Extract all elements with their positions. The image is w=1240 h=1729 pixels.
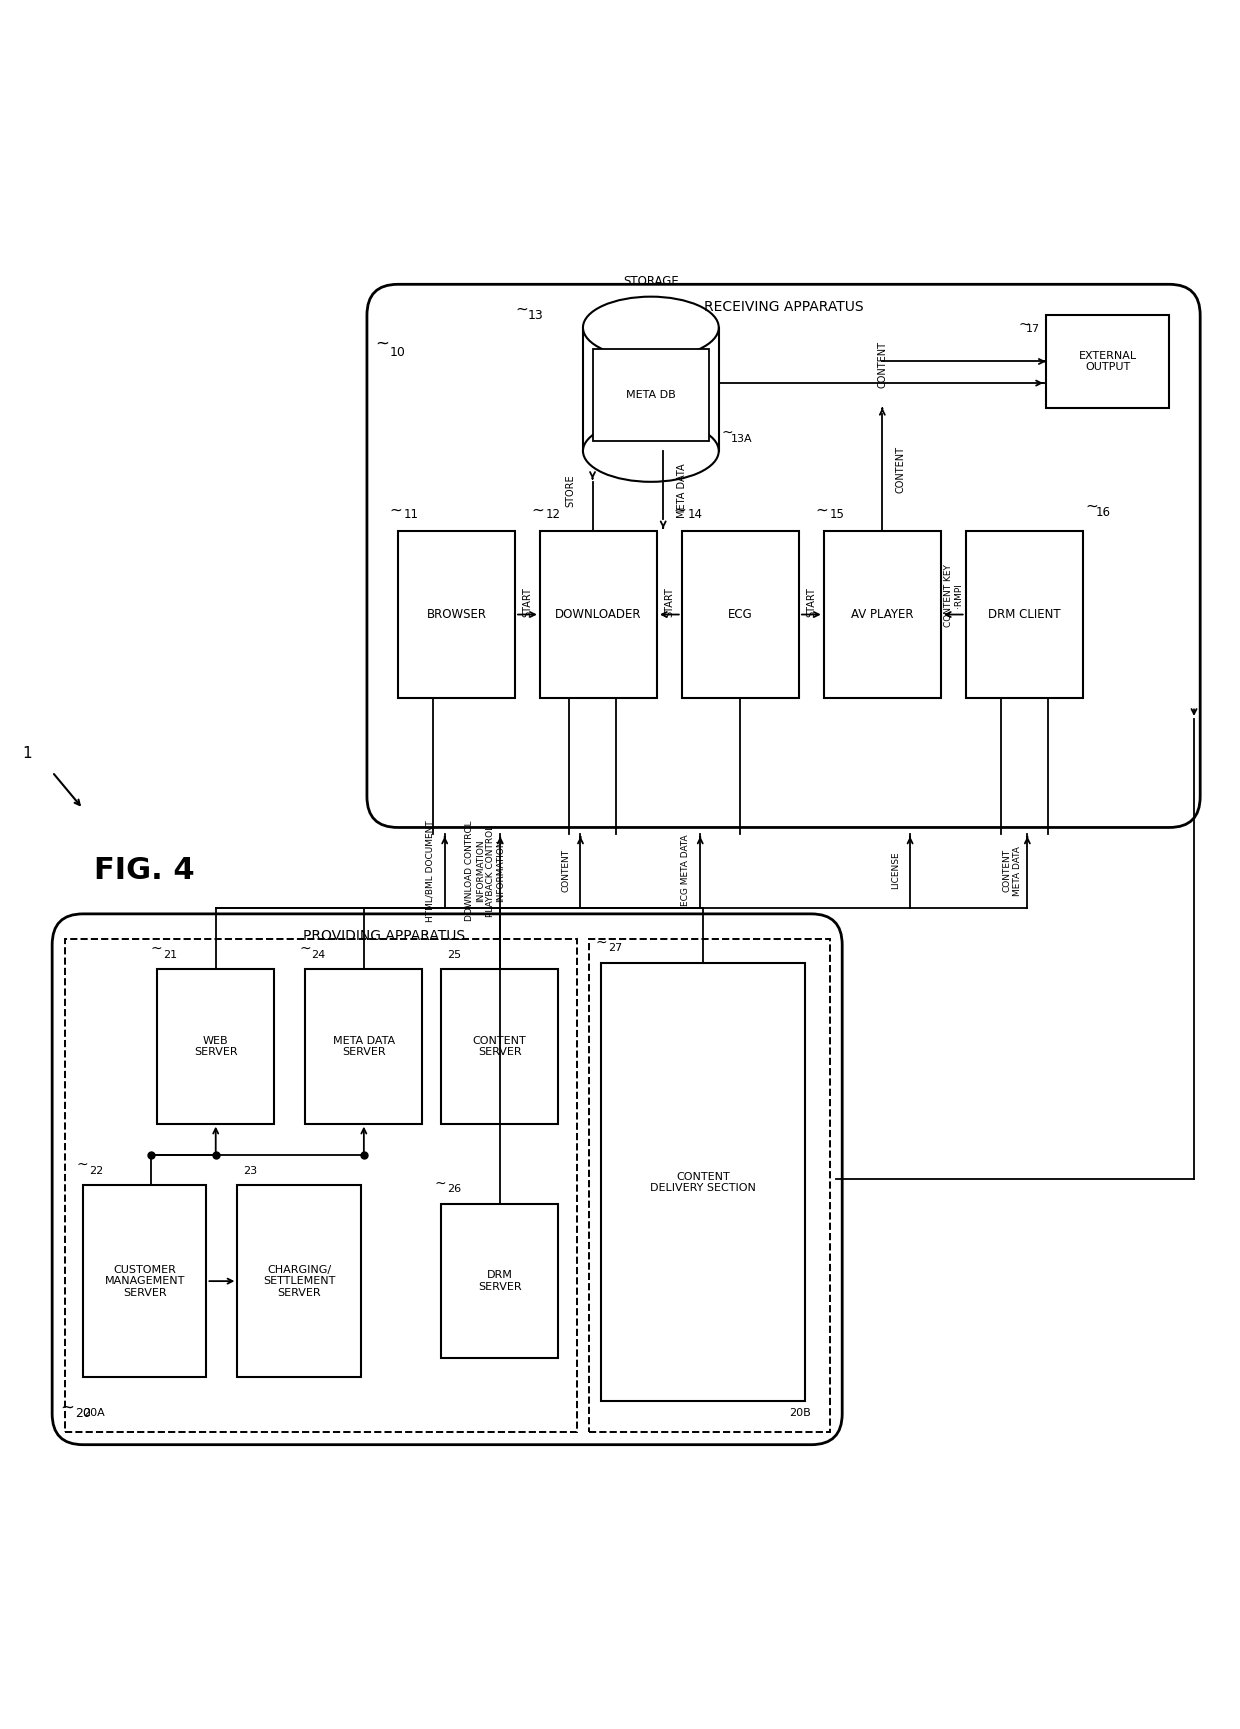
Text: CHARGING/
SETTLEMENT
SERVER: CHARGING/ SETTLEMENT SERVER (263, 1264, 335, 1298)
Text: 20A: 20A (83, 1407, 104, 1418)
Text: ~: ~ (1085, 500, 1099, 514)
Text: PROVIDING APPARATUS: PROVIDING APPARATUS (303, 928, 465, 942)
Text: META DATA: META DATA (677, 463, 687, 519)
Text: 1: 1 (22, 745, 32, 761)
Text: 23: 23 (243, 1165, 258, 1176)
Text: 15: 15 (830, 508, 844, 522)
Text: 13A: 13A (732, 434, 753, 444)
Text: START: START (806, 588, 816, 617)
Text: ~: ~ (515, 301, 528, 316)
FancyBboxPatch shape (367, 284, 1200, 828)
Text: ~: ~ (435, 1176, 446, 1190)
Bar (64, 939, 577, 1432)
Text: CONTENT: CONTENT (878, 341, 888, 387)
Text: 25: 25 (448, 949, 461, 960)
Bar (1045, 315, 1169, 408)
Text: CONTENT
META DATA: CONTENT META DATA (1003, 845, 1022, 896)
Text: ~: ~ (531, 503, 544, 517)
Text: CONTENT
SERVER: CONTENT SERVER (472, 1036, 527, 1058)
Text: CONTENT KEY
·RMPI: CONTENT KEY ·RMPI (944, 565, 963, 628)
Bar (539, 531, 657, 699)
Bar (441, 1203, 558, 1359)
Text: ~: ~ (389, 503, 402, 517)
Text: ~: ~ (722, 425, 733, 439)
Text: META DB: META DB (626, 389, 676, 399)
Bar (601, 963, 805, 1402)
Text: DRM CLIENT: DRM CLIENT (988, 609, 1060, 621)
Text: FIG. 4: FIG. 4 (94, 856, 195, 885)
Text: ~: ~ (299, 942, 311, 956)
Text: ~: ~ (673, 503, 686, 517)
Text: ~: ~ (77, 1158, 88, 1172)
Text: 13: 13 (527, 309, 543, 322)
Text: DRM
SERVER: DRM SERVER (477, 1271, 522, 1292)
Text: ~: ~ (1018, 318, 1030, 332)
Text: EXTERNAL
OUTPUT: EXTERNAL OUTPUT (1079, 351, 1137, 372)
Text: 14: 14 (688, 508, 703, 522)
Bar (305, 970, 423, 1124)
Text: 20B: 20B (790, 1407, 811, 1418)
Text: STORE: STORE (565, 475, 575, 507)
Text: CONTENT: CONTENT (895, 446, 906, 493)
Text: 22: 22 (89, 1165, 103, 1176)
Bar (237, 1186, 361, 1376)
Text: ~: ~ (595, 935, 606, 949)
FancyBboxPatch shape (52, 915, 842, 1445)
Text: 16: 16 (1095, 507, 1110, 519)
Text: ~: ~ (815, 503, 828, 517)
Bar (823, 531, 941, 699)
Bar (157, 970, 274, 1124)
Text: ~: ~ (374, 335, 389, 353)
Bar (966, 531, 1083, 699)
Text: 27: 27 (608, 944, 622, 953)
Text: CONTENT: CONTENT (562, 849, 570, 892)
Text: ECG META DATA: ECG META DATA (681, 835, 689, 906)
Bar (441, 970, 558, 1124)
Text: AV PLAYER: AV PLAYER (851, 609, 914, 621)
Text: START: START (522, 588, 532, 617)
Text: DOWNLOAD CONTROL
INFORMATION
PLAYBACK CONTROL
INFORMATION: DOWNLOAD CONTROL INFORMATION PLAYBACK CO… (465, 821, 506, 922)
Text: HTML/BML DOCUMENT: HTML/BML DOCUMENT (425, 820, 434, 922)
Bar (593, 349, 709, 441)
Bar (589, 939, 830, 1432)
Text: 11: 11 (404, 508, 419, 522)
Text: CONTENT
DELIVERY SECTION: CONTENT DELIVERY SECTION (651, 1172, 756, 1193)
Text: ECG: ECG (728, 609, 753, 621)
Text: LICENSE: LICENSE (890, 852, 900, 889)
Text: ~: ~ (151, 942, 162, 956)
Ellipse shape (583, 297, 719, 358)
Text: 17: 17 (1025, 323, 1039, 334)
Text: 26: 26 (448, 1184, 461, 1195)
Text: ~: ~ (60, 1399, 74, 1416)
Text: 10: 10 (389, 346, 405, 358)
Text: BROWSER: BROWSER (427, 609, 486, 621)
Text: RECEIVING APPARATUS: RECEIVING APPARATUS (704, 299, 863, 313)
Text: WEB
SERVER: WEB SERVER (193, 1036, 238, 1058)
Text: STORAGE: STORAGE (622, 275, 678, 289)
Text: 24: 24 (311, 949, 326, 960)
Text: 21: 21 (164, 949, 177, 960)
Bar (83, 1186, 207, 1376)
Ellipse shape (583, 420, 719, 482)
Bar (398, 531, 515, 699)
Text: META DATA
SERVER: META DATA SERVER (332, 1036, 394, 1058)
Bar (583, 327, 719, 451)
Text: CUSTOMER
MANAGEMENT
SERVER: CUSTOMER MANAGEMENT SERVER (104, 1264, 185, 1298)
Bar (682, 531, 799, 699)
Text: 20: 20 (76, 1407, 91, 1420)
Text: 12: 12 (546, 508, 560, 522)
Text: START: START (665, 588, 675, 617)
Text: DOWNLOADER: DOWNLOADER (556, 609, 641, 621)
